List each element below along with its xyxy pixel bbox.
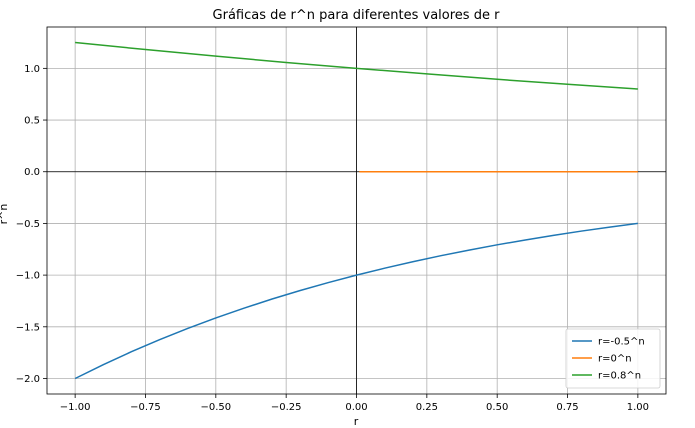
y-tick-label: −1.0 bbox=[16, 271, 40, 282]
series-line-2 bbox=[75, 41, 638, 90]
series-line-0 bbox=[74, 222, 638, 380]
x-tick-label: −0.50 bbox=[200, 402, 231, 413]
x-axis-ticks: −1.00 −0.75 −0.50 −0.25 0.00 0.25 0.50 0.75 1.00 bbox=[60, 394, 649, 413]
y-tick-label: 1.0 bbox=[24, 64, 40, 75]
x-tick-label: −0.25 bbox=[271, 402, 302, 413]
series-lines bbox=[74, 41, 638, 380]
x-tick-label: −0.75 bbox=[130, 402, 161, 413]
y-axis-label: r^n bbox=[0, 204, 10, 225]
x-axis-label: r bbox=[354, 415, 359, 428]
legend: r=-0.5^n r=0^n r=0.8^n bbox=[565, 328, 661, 389]
x-tick-label: 0.25 bbox=[416, 402, 438, 413]
x-tick-label: 0.75 bbox=[556, 402, 578, 413]
x-tick-label: −1.00 bbox=[60, 402, 91, 413]
x-tick-label: 0.50 bbox=[486, 402, 508, 413]
x-tick-label: 1.00 bbox=[627, 402, 649, 413]
y-axis-ticks: −2.0 −1.5 −1.0 −0.5 0.0 0.5 1.0 bbox=[16, 64, 47, 385]
y-tick-label: −0.5 bbox=[16, 219, 40, 230]
chart-title: Gráficas de r^n para diferentes valores … bbox=[213, 8, 501, 23]
y-tick-label: 0.0 bbox=[24, 167, 40, 178]
legend-label-1: r=0^n bbox=[598, 354, 632, 365]
legend-box bbox=[565, 328, 661, 389]
y-tick-label: 0.5 bbox=[24, 116, 40, 127]
legend-label-2: r=0.8^n bbox=[598, 371, 641, 382]
y-tick-label: −1.5 bbox=[16, 322, 40, 333]
y-tick-label: −2.0 bbox=[16, 374, 40, 385]
legend-label-0: r=-0.5^n bbox=[598, 337, 645, 348]
x-tick-label: 0.00 bbox=[345, 402, 367, 413]
